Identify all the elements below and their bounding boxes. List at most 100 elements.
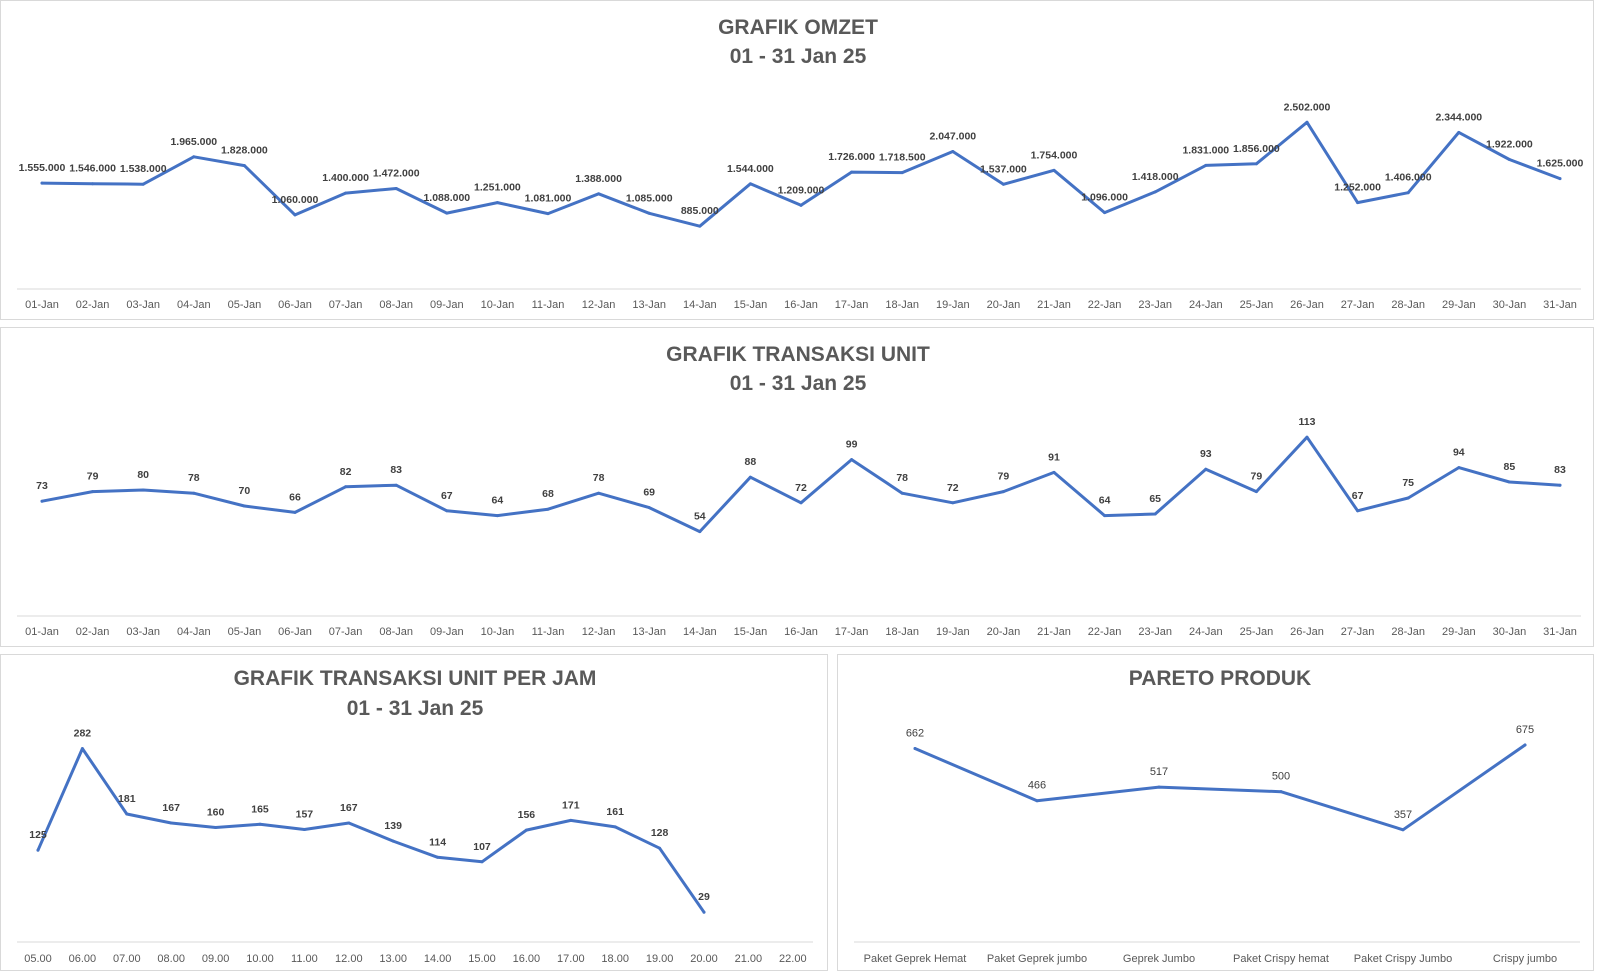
chart-subtitle: 01 - 31 Jan 25	[730, 372, 867, 395]
data-point-13-jan	[647, 506, 651, 510]
data-label-10-jan: 64	[492, 495, 504, 507]
data-point-22-jan	[1103, 514, 1107, 518]
chart-title: GRAFIK TRANSAKSI UNIT PER JAM	[234, 667, 597, 690]
data-point-29-jan	[1457, 466, 1461, 470]
data-label-17-jan: 99	[846, 439, 858, 451]
data-point-14-jan	[698, 224, 702, 228]
data-point-02-jan	[91, 182, 95, 186]
data-label-04-jan: 1.965.000	[170, 136, 217, 148]
x-tick-label-25-jan: 25-Jan	[1240, 626, 1274, 638]
x-tick-label-07-00: 07.00	[113, 953, 141, 965]
x-tick-label-17-00: 17.00	[557, 953, 585, 965]
data-point-06-jan	[293, 510, 297, 514]
data-label-10-jan: 1.251.000	[474, 182, 521, 194]
data-label-12-00: 167	[340, 802, 358, 814]
x-tick-label-20-00: 20.00	[690, 953, 718, 965]
data-point-15-jan	[748, 475, 752, 479]
x-tick-label-19-jan: 19-Jan	[936, 299, 970, 311]
data-point-17-jan	[850, 170, 854, 174]
chart-title: GRAFIK OMZET	[718, 16, 878, 39]
data-label-geprek-jumbo: 517	[1150, 766, 1168, 778]
data-label-12-jan: 78	[593, 472, 605, 484]
data-label-31-jan: 1.625.000	[1537, 158, 1584, 170]
data-point-08-jan	[394, 186, 398, 190]
x-tick-label-01-jan: 01-Jan	[25, 626, 59, 638]
x-tick-label-29-jan: 29-Jan	[1442, 299, 1476, 311]
x-tick-label-21-jan: 21-Jan	[1037, 299, 1071, 311]
data-point-21-jan	[1052, 470, 1056, 474]
data-label-18-jan: 1.718.500	[879, 152, 926, 164]
data-label-29-jan: 2.344.000	[1435, 111, 1482, 123]
data-point-15-00	[480, 860, 484, 864]
data-label-11-00: 157	[296, 808, 314, 820]
x-tick-label-14-jan: 14-Jan	[683, 299, 717, 311]
x-tick-label-10-jan: 10-Jan	[481, 299, 515, 311]
chart-title: PARETO PRODUK	[1129, 667, 1311, 690]
data-label-03-jan: 1.538.000	[120, 163, 167, 175]
data-point-14-00	[436, 855, 440, 859]
data-label-16-jan: 1.209.000	[778, 184, 825, 196]
data-label-25-jan: 1.856.000	[1233, 143, 1280, 155]
x-tick-label-14-00: 14.00	[424, 953, 452, 965]
chart-title: GRAFIK TRANSAKSI UNIT	[666, 343, 930, 366]
x-tick-label-11-jan: 11-Jan	[532, 626, 565, 638]
x-tick-label-08-jan: 08-Jan	[379, 299, 413, 311]
data-label-24-jan: 93	[1200, 448, 1212, 460]
x-tick-label-20-jan: 20-Jan	[987, 299, 1021, 311]
data-label-03-jan: 80	[137, 469, 149, 481]
data-label-22-jan: 64	[1099, 495, 1111, 507]
data-label-13-00: 139	[384, 820, 402, 832]
data-label-09-jan: 67	[441, 490, 453, 502]
data-label-11-jan: 1.081.000	[525, 193, 572, 205]
data-point-08-00	[169, 821, 173, 825]
data-label-15-jan: 88	[745, 456, 757, 468]
data-label-14-00: 114	[429, 836, 446, 848]
data-label-02-jan: 1.546.000	[69, 163, 116, 175]
x-tick-label-27-jan: 27-Jan	[1341, 626, 1375, 638]
data-point-05-jan	[242, 504, 246, 508]
x-tick-label-24-jan: 24-Jan	[1189, 299, 1223, 311]
x-tick-label-12-jan: 12-Jan	[582, 626, 616, 638]
x-tick-label-15-jan: 15-Jan	[734, 626, 768, 638]
data-point-05-00	[36, 848, 40, 852]
pareto-produk-chart: PARETO PRODUK Paket Geprek Hemat Paket Gep…	[854, 667, 1580, 965]
x-tick-label-30-jan: 30-Jan	[1493, 626, 1527, 638]
data-point-paket-geprek-hemat	[913, 746, 917, 750]
data-label-08-jan: 83	[390, 464, 402, 476]
data-point-13-00	[391, 839, 395, 843]
x-tick-label-02-jan: 02-Jan	[76, 626, 110, 638]
data-label-30-jan: 1.922.000	[1486, 139, 1533, 151]
data-label-02-jan: 79	[87, 471, 99, 483]
x-tick-label-15-jan: 15-Jan	[734, 299, 768, 311]
x-tick-label-04-jan: 04-Jan	[177, 299, 211, 311]
data-label-26-jan: 2.502.000	[1284, 101, 1331, 113]
x-tick-label-29-jan: 29-Jan	[1442, 626, 1476, 638]
x-tick-label-26-jan: 26-Jan	[1290, 626, 1324, 638]
data-label-22-jan: 1.096.000	[1081, 192, 1128, 204]
data-label-16-00: 156	[518, 809, 536, 821]
data-point-17-00	[569, 818, 573, 822]
data-label-06-jan: 66	[289, 491, 301, 503]
x-tick-label-23-jan: 23-Jan	[1138, 626, 1172, 638]
data-label-11-jan: 68	[542, 488, 554, 500]
x-tick-label-02-jan: 02-Jan	[76, 299, 110, 311]
data-point-25-jan	[1254, 162, 1258, 166]
chart-subtitle: 01 - 31 Jan 25	[347, 697, 484, 720]
data-label-07-00: 181	[118, 793, 136, 805]
data-point-18-jan	[900, 491, 904, 495]
x-tick-label-18-jan: 18-Jan	[885, 299, 919, 311]
omzet-chart-panel: GRAFIK OMZET 01 - 31 Jan 25 01-Jan 02-Jan 03…	[0, 0, 1594, 320]
x-tick-label-12-00: 12.00	[335, 953, 363, 965]
data-label-01-jan: 1.555.000	[19, 162, 66, 174]
x-tick-label-19-00: 19.00	[646, 953, 674, 965]
x-tick-label-10-jan: 10-Jan	[481, 626, 515, 638]
x-tick-label-24-jan: 24-Jan	[1189, 626, 1223, 638]
data-label-23-jan: 1.418.000	[1132, 171, 1179, 183]
data-point-19-00	[658, 846, 662, 850]
x-tick-label-09-00: 09.00	[202, 953, 230, 965]
data-point-06-jan	[293, 213, 297, 217]
x-tick-label-16-jan: 16-Jan	[784, 299, 818, 311]
data-point-19-jan	[951, 501, 955, 505]
x-tick-label-04-jan: 04-Jan	[177, 626, 211, 638]
x-tick-label-21-00: 21.00	[735, 953, 763, 965]
